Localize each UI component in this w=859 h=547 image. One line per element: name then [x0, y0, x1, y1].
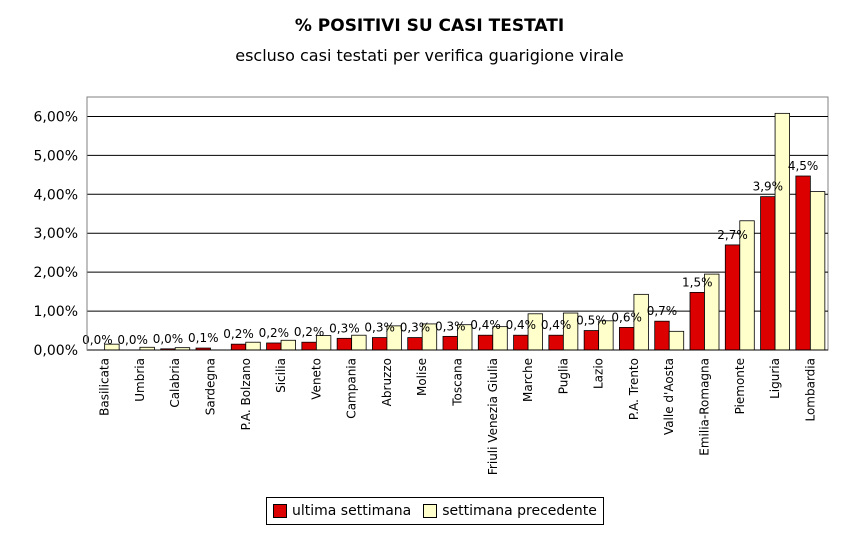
- x-tick-label: Molise: [415, 358, 429, 396]
- bar-precedente: [245, 341, 261, 351]
- legend-label-precedente: settimana precedente: [442, 503, 597, 519]
- data-label: 0,3%: [435, 319, 466, 333]
- legend-item-precedente: settimana precedente: [423, 503, 597, 519]
- data-label: 4,5%: [788, 159, 819, 173]
- x-tick-label: Sardegna: [204, 358, 218, 415]
- legend-swatch-ultima: [273, 504, 287, 518]
- bar-precedente: [668, 330, 685, 351]
- y-tick-label: 3,00%: [34, 226, 78, 242]
- y-tick-label: 2,00%: [34, 265, 78, 281]
- chart-subtitle: escluso casi testati per verifica guarig…: [235, 46, 624, 65]
- data-label: 0,4%: [506, 318, 537, 332]
- x-tick-label: Emilia-Romagna: [698, 358, 712, 456]
- x-tick-label: Liguria: [768, 358, 782, 399]
- bar-ultima: [266, 342, 282, 351]
- data-label: 0,1%: [188, 331, 219, 345]
- data-label: 0,6%: [611, 310, 642, 324]
- x-tick-label: Lombardia: [803, 358, 817, 422]
- bar-ultima: [442, 335, 458, 351]
- data-label: 2,7%: [717, 228, 748, 242]
- data-label: 0,4%: [541, 318, 572, 332]
- legend: ultima settimana settimana precedente: [266, 497, 604, 525]
- x-tick-label: P.A. Bolzano: [239, 358, 253, 430]
- legend-item-ultima: ultima settimana: [273, 503, 411, 519]
- data-label: 0,7%: [647, 304, 678, 318]
- bar-ultima: [513, 334, 529, 351]
- data-label: 0,5%: [576, 314, 607, 328]
- x-tick-label: Toscana: [451, 358, 465, 407]
- x-tick-label: Abruzzo: [380, 358, 394, 406]
- legend-swatch-precedente: [423, 504, 438, 518]
- bar-precedente: [351, 334, 367, 351]
- data-label: 0,0%: [82, 333, 113, 347]
- x-tick-label: Umbria: [133, 358, 147, 402]
- bar-ultima: [548, 334, 564, 351]
- data-label: 0,3%: [400, 321, 431, 335]
- data-label: 0,0%: [117, 333, 148, 347]
- bar-ultima: [724, 244, 741, 351]
- y-tick-label: 0,00%: [34, 343, 78, 359]
- bar-ultima: [372, 337, 388, 351]
- bar-ultima: [230, 343, 247, 351]
- data-label: 0,0%: [153, 332, 184, 346]
- bar-ultima: [654, 320, 670, 351]
- bar-ultima: [760, 196, 776, 351]
- bar-ultima: [619, 327, 635, 351]
- x-tick-label: Marche: [521, 358, 535, 402]
- x-tick-label: P.A. Trento: [627, 358, 641, 420]
- x-tick-label: Lazio: [592, 358, 606, 389]
- x-tick-label: Basilicata: [98, 358, 112, 416]
- x-tick-label: Puglia: [556, 358, 570, 394]
- bar-ultima: [689, 291, 705, 351]
- x-tick-label: Piemonte: [733, 358, 747, 414]
- chart-title: % POSITIVI SU CASI TESTATI: [294, 16, 565, 36]
- y-tick-label: 5,00%: [34, 148, 78, 164]
- data-label: 0,4%: [470, 318, 501, 332]
- x-tick-label: Campania: [345, 358, 359, 419]
- x-tick-label: Calabria: [168, 358, 182, 408]
- x-tick-label: Friuli Venezia Giulia: [486, 358, 500, 475]
- data-label: 0,2%: [294, 325, 325, 339]
- data-label: 0,2%: [259, 326, 290, 340]
- data-label: 1,5%: [682, 275, 713, 289]
- data-label: 0,3%: [329, 321, 360, 335]
- bar-ultima: [301, 341, 317, 351]
- bar-precedente: [809, 191, 826, 351]
- data-label: 3,9%: [753, 180, 784, 194]
- bar-ultima: [795, 175, 811, 351]
- legend-label-ultima: ultima settimana: [292, 503, 412, 519]
- y-tick-label: 6,00%: [34, 109, 78, 125]
- bar-ultima: [477, 334, 494, 351]
- bar-precedente: [280, 339, 296, 351]
- x-tick-label: Valle d'Aosta: [662, 358, 676, 435]
- y-tick-label: 1,00%: [34, 304, 78, 320]
- y-tick-label: 4,00%: [34, 187, 78, 203]
- bar-ultima: [583, 330, 600, 351]
- bar-ultima: [336, 337, 353, 351]
- data-label: 0,2%: [223, 327, 254, 341]
- x-tick-label: Veneto: [309, 358, 323, 400]
- bar-ultima: [407, 337, 423, 351]
- data-label: 0,3%: [364, 321, 395, 335]
- x-tick-label: Sicilia: [274, 358, 288, 393]
- bar-precedente: [774, 112, 790, 351]
